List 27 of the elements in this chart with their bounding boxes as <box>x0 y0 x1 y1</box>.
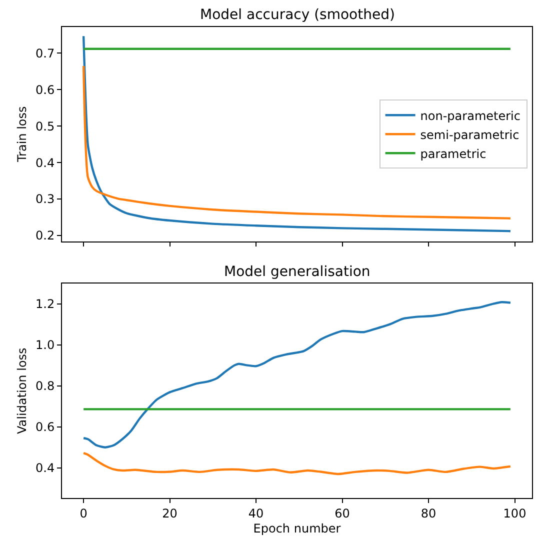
y-tick-label: 1.2 <box>36 296 55 311</box>
y-axis-title: Validation loss <box>14 348 29 434</box>
y-axis-title: Train loss <box>14 106 29 164</box>
chart-title: Model generalisation <box>224 264 370 280</box>
x-tick-label: 60 <box>334 506 350 520</box>
line-series <box>82 301 512 448</box>
line-series <box>82 452 512 476</box>
y-tick-label: 0.3 <box>36 192 55 206</box>
legend-label: non-parameteric <box>420 108 520 123</box>
y-tick-label: 0.6 <box>36 82 55 97</box>
legend-label: parametric <box>420 146 486 161</box>
x-axis-title: Epoch number <box>253 521 341 536</box>
y-tick-label: 0.2 <box>36 228 55 243</box>
y-tick-label: 1.0 <box>36 338 55 352</box>
x-tick-label: 100 <box>503 506 526 520</box>
legend-label: semi-parametric <box>420 128 520 142</box>
x-tick-label: 40 <box>248 506 264 520</box>
y-tick-label: 0.6 <box>36 420 55 434</box>
x-tick-label: 20 <box>162 506 178 520</box>
chart-title: Model accuracy (smoothed) <box>200 7 395 23</box>
x-tick-label: 80 <box>420 506 436 520</box>
x-tick-label: 0 <box>80 506 88 520</box>
y-tick-label: 0.7 <box>36 46 55 60</box>
y-tick-label: 0.4 <box>36 156 55 170</box>
y-tick-label: 0.5 <box>36 119 55 134</box>
y-tick-label: 0.8 <box>36 379 55 394</box>
y-tick-label: 0.4 <box>36 461 55 476</box>
